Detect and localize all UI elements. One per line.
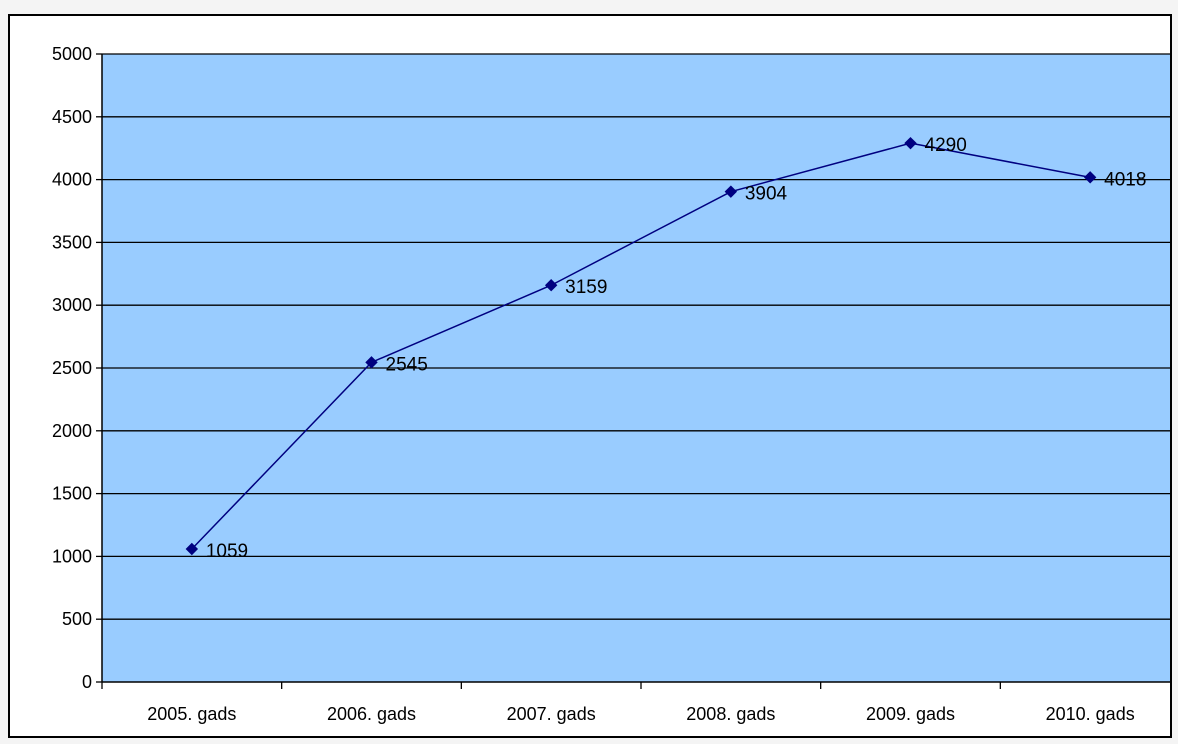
x-tick-label: 2006. gads xyxy=(327,704,416,724)
x-tick-label: 2007. gads xyxy=(507,704,596,724)
data-point-marker xyxy=(365,356,378,369)
data-label: 4290 xyxy=(925,135,967,156)
y-tick-label: 2000 xyxy=(52,421,92,441)
x-tick-label: 2010. gads xyxy=(1046,704,1135,724)
data-label: 4018 xyxy=(1104,169,1146,190)
data-label: 1059 xyxy=(206,541,248,562)
y-tick-label: 1500 xyxy=(52,484,92,504)
data-point-marker xyxy=(904,136,917,150)
y-tick-label: 1000 xyxy=(52,546,92,566)
data-label: 2545 xyxy=(386,354,428,375)
data-point-marker xyxy=(544,279,558,292)
y-tick-label: 500 xyxy=(62,609,92,629)
y-tick-label: 2500 xyxy=(52,358,92,378)
series-line xyxy=(191,142,1091,550)
data-point-marker xyxy=(185,542,199,556)
y-tick-label: 3000 xyxy=(52,295,92,315)
data-label: 3159 xyxy=(565,277,607,298)
y-tick-label: 4500 xyxy=(52,107,92,127)
data-point-marker xyxy=(1083,171,1097,184)
data-point-marker xyxy=(724,185,738,198)
y-tick-label: 4000 xyxy=(52,170,92,190)
x-tick-label: 2005. gads xyxy=(147,704,236,724)
data-label: 3904 xyxy=(745,184,788,205)
chart-frame: 0 500 1000 1500 2000 2500 3000 3500 4000 4500 5000… xyxy=(8,14,1172,738)
y-tick-label: 0 xyxy=(82,672,92,692)
y-tick-label: 3500 xyxy=(52,232,92,252)
line-chart: 0 500 1000 1500 2000 2500 3000 3500 4000 4500 5000… xyxy=(52,44,1170,724)
y-tick-label: 5000 xyxy=(52,44,92,64)
x-tick-label: 2008. gads xyxy=(686,704,775,724)
x-tick-label: 2009. gads xyxy=(866,704,955,724)
